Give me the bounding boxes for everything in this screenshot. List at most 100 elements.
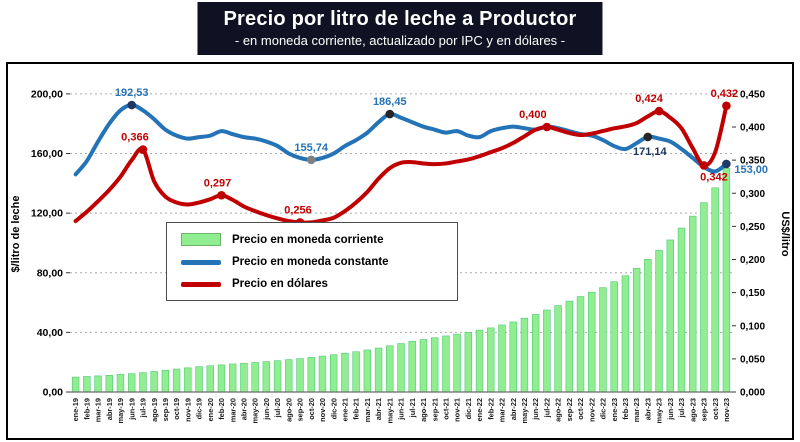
- bar: [83, 376, 91, 393]
- x-tick-label: nov-23: [722, 398, 731, 422]
- milk-price-chart-canvas: $/litro de leche US$/litro ene-19 feb-19 m…: [10, 87, 791, 423]
- annotation-label: 0,297: [204, 177, 232, 189]
- left-tick-label: 200,00: [31, 88, 63, 100]
- x-tick-label: ago-23: [688, 398, 697, 422]
- legend-bar-swatch-icon: [181, 233, 221, 246]
- bar: [711, 187, 719, 393]
- chart-area: $/litro de leche US$/litro ene-19 feb-19 m…: [6, 62, 794, 440]
- x-tick-label: mar-21: [363, 398, 372, 422]
- bar: [307, 357, 315, 393]
- data-point-dot: [138, 145, 148, 154]
- left-tick-label: 40,00: [37, 327, 63, 339]
- x-tick-label: feb-23: [621, 398, 630, 420]
- x-tick-label: jun-20: [262, 398, 271, 421]
- bar: [576, 296, 585, 393]
- bar: [554, 305, 562, 393]
- x-tick-label: nov-21: [453, 398, 462, 422]
- right-tick-label: 0,450: [740, 89, 765, 100]
- bar: [285, 359, 293, 393]
- bar: [139, 372, 147, 393]
- x-tick-label: jul-22: [542, 398, 551, 418]
- x-tick-label: jun-19: [127, 398, 136, 421]
- bar: [71, 376, 80, 393]
- bar: [94, 375, 102, 393]
- x-tick-label: oct-19: [172, 398, 181, 420]
- bar: [228, 363, 237, 393]
- x-tick-label: mar-23: [632, 398, 641, 422]
- bar: [599, 287, 607, 393]
- bar: [632, 267, 641, 393]
- x-tick-label: jul-20: [273, 398, 282, 418]
- data-point-dot: [385, 109, 395, 119]
- right-axis-title: US$/litro: [779, 211, 791, 257]
- x-tick-label: nov-20: [318, 398, 327, 422]
- bar: [273, 360, 282, 393]
- x-tick-label: abr-23: [643, 398, 652, 420]
- x-tick-label: abr-19: [105, 398, 114, 420]
- x-tick-label: nov-22: [587, 398, 596, 422]
- bar: [543, 309, 551, 393]
- right-tick-label: 0,300: [740, 189, 765, 200]
- left-tick-label: 0,00: [43, 387, 64, 399]
- x-tick-label: jul-19: [139, 398, 148, 418]
- page-subtitle: - en moneda corriente, actualizado por I…: [234, 33, 566, 48]
- chart-title-block: Precio por litro de leche a Productor - …: [197, 2, 603, 55]
- x-tick-label: abr-22: [509, 398, 518, 420]
- legend-label-corriente: Precio en moneda corriente: [232, 233, 384, 246]
- x-tick-label: jun-23: [666, 398, 675, 421]
- legend: Precio en moneda corriente Precio en mon…: [166, 222, 458, 301]
- bar: [217, 364, 226, 393]
- x-tick-label: mar-22: [498, 398, 507, 422]
- right-tick-label: 0,400: [740, 123, 765, 134]
- legend-item-dolares: Precio en dólares: [181, 278, 443, 290]
- bar: [206, 365, 214, 393]
- data-point-dot: [654, 106, 664, 116]
- line-moneda-constante: [73, 103, 729, 177]
- x-tick-label: ago-21: [419, 398, 428, 422]
- x-tick-label: jun-22: [531, 398, 540, 421]
- bar: [565, 300, 574, 393]
- annotation-label: 192,53: [115, 87, 149, 99]
- x-tick-label: feb-19: [82, 398, 91, 420]
- x-tick-label: ago-22: [554, 398, 563, 422]
- bar: [128, 373, 136, 393]
- x-tick-label: may-19: [116, 398, 125, 423]
- bar: [408, 341, 416, 393]
- bar: [453, 333, 461, 393]
- bar: [352, 351, 360, 393]
- annotation-label: 0,424: [635, 93, 663, 105]
- bar: [374, 347, 383, 393]
- x-tick-label: sep-19: [161, 398, 170, 421]
- legend-item-moneda-constante: Precio en moneda constante: [181, 256, 443, 268]
- legend-label-constante: Precio en moneda constante: [232, 256, 389, 268]
- page-title: Precio por litro de leche a Productor: [223, 8, 577, 30]
- bar: [150, 371, 158, 393]
- annotation-label: 0,342: [700, 171, 728, 183]
- bar: [677, 227, 686, 393]
- x-tick-label: abr-21: [374, 398, 383, 420]
- x-tick-label: ago-20: [284, 398, 293, 422]
- bar: [588, 291, 596, 393]
- x-tick-label: nov-19: [183, 398, 192, 422]
- data-point-dot: [643, 132, 653, 142]
- right-tick-label: 0,050: [740, 354, 765, 365]
- x-tick-label: sep-21: [430, 398, 439, 421]
- x-tick-label: oct-22: [576, 398, 585, 420]
- data-point-dot: [722, 101, 731, 111]
- bar: [666, 239, 674, 393]
- x-tick-label: ene-23: [610, 398, 619, 421]
- bar: [610, 281, 618, 393]
- bar: [296, 358, 304, 393]
- bar: [498, 324, 506, 393]
- legend-red-line-swatch-icon: [181, 281, 221, 287]
- bar: [105, 375, 113, 393]
- x-tick-label: jun-21: [397, 398, 406, 421]
- bar: [700, 202, 708, 393]
- annotation-label: 0,366: [121, 132, 149, 144]
- x-tick-label: oct-20: [307, 398, 316, 420]
- bar: [161, 369, 170, 393]
- legend-label-dolares: Precio en dólares: [232, 278, 328, 290]
- x-tick-label: feb-20: [217, 398, 226, 420]
- x-tick-label: may-21: [385, 398, 394, 423]
- bar: [520, 317, 529, 393]
